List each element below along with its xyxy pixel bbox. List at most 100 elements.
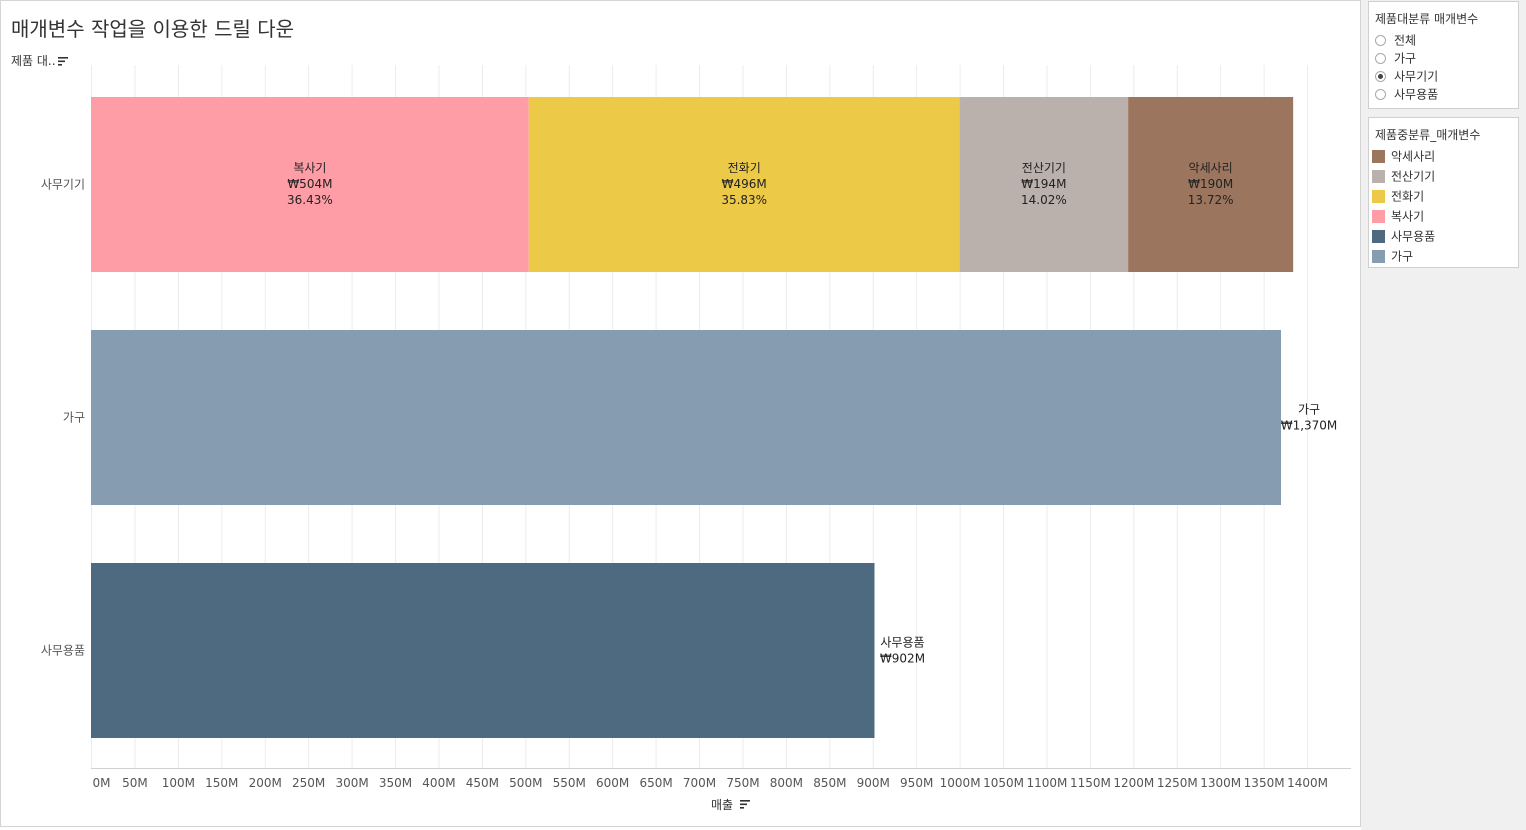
data-label-value: ₩496M — [722, 177, 767, 191]
bar-segment[interactable] — [91, 330, 1281, 505]
legend-swatch — [1372, 250, 1385, 263]
x-tick-label: 1200M — [1113, 776, 1154, 790]
data-label-value: ₩190M — [1188, 177, 1233, 191]
radio-option-label: 가구 — [1394, 51, 1417, 66]
legend-swatch — [1372, 190, 1385, 203]
x-tick-label: 1250M — [1157, 776, 1198, 790]
x-tick-label: 200M — [249, 776, 282, 790]
radio-option[interactable]: 사무기기 — [1369, 67, 1518, 85]
side-panel: 제품대분류 매개변수 전체 가구 사무기기 사무용품 제품중분류_매개변수 악세사리 전… — [1361, 0, 1526, 830]
legend-label: 가구 — [1391, 249, 1414, 264]
bar-segment[interactable] — [91, 563, 875, 738]
x-tick-label: 850M — [813, 776, 846, 790]
bar-segment[interactable] — [959, 97, 1129, 272]
legend-label: 전화기 — [1391, 189, 1425, 204]
data-label-percent: 14.02% — [1021, 193, 1067, 207]
legend-label: 전산기기 — [1391, 169, 1436, 184]
radio-unchecked-icon[interactable] — [1375, 89, 1386, 100]
x-tick-label: 1150M — [1070, 776, 1111, 790]
sort-icon[interactable] — [57, 57, 68, 66]
legend-item[interactable]: 악세사리 — [1369, 146, 1518, 166]
chart: 복사기 ₩504M 36.43% 전화기 ₩496M 35.83% 전산기기 ₩194M 14.… — [41, 65, 1351, 812]
legend-panel-title: 제품중분류_매개변수 — [1375, 128, 1481, 142]
x-tick-label: 1000M — [940, 776, 981, 790]
x-tick-label: 400M — [422, 776, 455, 790]
data-label-percent: 13.72% — [1188, 193, 1234, 207]
legend-item[interactable]: 가구 — [1369, 246, 1518, 266]
x-tick-label: 250M — [292, 776, 325, 790]
x-tick-label: 1300M — [1200, 776, 1241, 790]
x-tick-label: 450M — [466, 776, 499, 790]
legend-swatch — [1372, 230, 1385, 243]
x-tick-label: 600M — [596, 776, 629, 790]
data-label-name: 사무용품 — [880, 636, 924, 650]
dashboard: 매개변수 작업을 이용한 드릴 다운 제품 대.. 복사기 ₩504M 36.43%… — [0, 0, 1361, 827]
x-tick-label: 900M — [857, 776, 890, 790]
x-tick-label: 750M — [726, 776, 759, 790]
x-tick-label: 150M — [205, 776, 238, 790]
filter-panel-title: 제품대분류 매개변수 — [1375, 12, 1479, 26]
page-title: 매개변수 작업을 이용한 드릴 다운 — [11, 17, 295, 41]
radio-unchecked-icon[interactable] — [1375, 35, 1386, 46]
bar-segment[interactable] — [91, 97, 529, 272]
row-header[interactable]: 제품 대.. — [11, 52, 68, 69]
radio-option[interactable]: 사무용품 — [1369, 85, 1518, 103]
data-label-value: ₩194M — [1021, 177, 1066, 191]
data-label-name: 악세사리 — [1189, 161, 1233, 175]
radio-unchecked-icon[interactable] — [1375, 53, 1386, 64]
bar-labels: 복사기 ₩504M 36.43% 전화기 ₩496M 35.83% 전산기기 ₩194M 14.… — [287, 161, 1337, 666]
radio-option-label: 전체 — [1394, 33, 1417, 48]
x-tick-label: 1350M — [1244, 776, 1285, 790]
y-tick-label: 사무기기 — [41, 178, 85, 192]
legend-label: 사무용품 — [1391, 229, 1436, 244]
legend-swatch — [1372, 170, 1385, 183]
x-tick-label: 350M — [379, 776, 412, 790]
sort-icon[interactable] — [740, 800, 750, 809]
data-label-value: ₩504M — [287, 177, 332, 191]
radio-checked-icon[interactable] — [1375, 71, 1386, 82]
legend-item[interactable]: 사무용품 — [1369, 226, 1518, 246]
legend-label: 악세사리 — [1391, 149, 1436, 164]
legend-swatch — [1372, 210, 1385, 223]
data-label-percent: 36.43% — [287, 193, 333, 207]
data-label-percent: 35.83% — [721, 193, 767, 207]
data-label-value: ₩1,370M — [1281, 419, 1338, 433]
data-label-name: 복사기 — [293, 161, 326, 175]
x-tick-label: 650M — [639, 776, 672, 790]
legend-item[interactable]: 복사기 — [1369, 206, 1518, 226]
data-label-name: 전산기기 — [1022, 161, 1066, 175]
x-tick-label: 950M — [900, 776, 933, 790]
radio-option[interactable]: 가구 — [1369, 49, 1518, 67]
radio-option[interactable]: 전체 — [1369, 31, 1518, 49]
x-tick-label: 1400M — [1287, 776, 1328, 790]
x-tick-label: 500M — [509, 776, 542, 790]
legend-item[interactable]: 전산기기 — [1369, 166, 1518, 186]
bar-segment[interactable] — [1128, 97, 1294, 272]
x-tick-label: 100M — [162, 776, 195, 790]
radio-option-label: 사무기기 — [1394, 69, 1439, 84]
legend-swatch — [1372, 150, 1385, 163]
x-tick-label: 300M — [335, 776, 368, 790]
x-tick-label: 0M — [93, 776, 111, 790]
x-axis: 0M 50M 100M 150M 200M 250M 300M 350M 400M 450M 500… — [91, 768, 1351, 812]
y-tick-label: 가구 — [63, 411, 85, 425]
data-label-value: ₩902M — [880, 652, 925, 666]
bar-segment[interactable] — [528, 97, 960, 272]
x-axis-title: 매출 — [711, 798, 733, 812]
bars — [91, 97, 1294, 738]
x-tick-label: 550M — [553, 776, 586, 790]
x-tick-label: 700M — [683, 776, 716, 790]
x-tick-label: 1050M — [983, 776, 1024, 790]
data-label-name: 가구 — [1298, 403, 1320, 417]
x-tick-label: 1100M — [1027, 776, 1068, 790]
radio-option-label: 사무용품 — [1394, 87, 1439, 102]
legend-item[interactable]: 전화기 — [1369, 186, 1518, 206]
x-tick-label: 50M — [122, 776, 148, 790]
data-label-name: 전화기 — [728, 161, 761, 175]
y-tick-label: 사무용품 — [41, 644, 85, 658]
